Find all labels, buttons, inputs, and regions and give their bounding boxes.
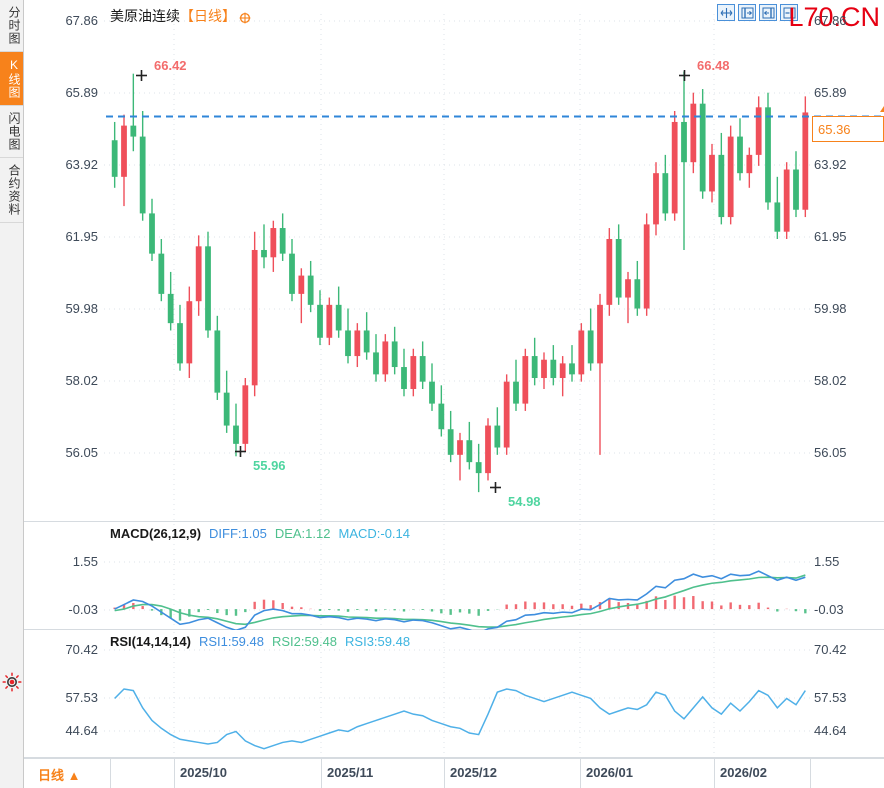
macd-plot (104, 524, 814, 630)
date-axis: 日线 ▲ 2025/10 2025/11 2025/12 2026/01 2026/02 (24, 758, 884, 788)
rsi-legend[interactable]: RSI(14,14,14) RSI1:59.48 RSI2:59.48 RSI3:59… (110, 634, 410, 649)
current-price-value: 65.36 (818, 121, 851, 137)
axis-tick-label: 1.55 (814, 554, 840, 569)
sidebar-tab-contract-info[interactable]: 合约资料 (0, 158, 23, 223)
rsi2-value: RSI2:59.48 (271, 634, 338, 649)
low-annotation: 55.96 (253, 458, 286, 473)
chart-symbol: 美原油连续 (110, 8, 180, 24)
axis-tick-label: -0.03 (68, 602, 98, 617)
sidebar-tab-kline[interactable]: K线图 (0, 52, 23, 106)
date-tick-label: 2025/10 (180, 765, 227, 780)
axis-tick-label: 1.55 (72, 554, 98, 569)
date-tick-label: 2026/01 (586, 765, 633, 780)
price-panel[interactable]: 美原油连续【日线】 (24, 0, 884, 522)
axis-tick-label: 59.98 (65, 301, 98, 316)
crosshair-target-icon[interactable] (239, 9, 251, 24)
axis-tick-label: 70.42 (814, 642, 847, 657)
axis-tick-label: 44.64 (814, 723, 847, 738)
date-axis-divider (174, 759, 175, 788)
tool-align-right[interactable] (759, 4, 777, 21)
axis-tick-label: 57.53 (65, 690, 98, 705)
sidebar-tab-lightning[interactable]: 闪电图 (0, 106, 23, 158)
crosshair-target-icon[interactable] (239, 12, 251, 24)
axis-tick-label: 61.95 (65, 229, 98, 244)
low-annotation: 54.98 (508, 494, 541, 509)
date-axis-divider (580, 759, 581, 788)
axis-tick-label: 63.92 (814, 157, 847, 172)
rsi-plot (104, 632, 814, 756)
left-sidebar: 分时图 K线图 闪电图 合约资料 (0, 0, 24, 788)
sidebar-tab-contract-info-label: 合约资料 (7, 164, 21, 216)
current-price-tag[interactable]: 65.36 (812, 116, 884, 142)
rsi-name: RSI(14,14,14) (110, 634, 191, 649)
price-plot (104, 14, 884, 520)
axis-tick-label: 56.05 (65, 445, 98, 460)
axis-tick-label: 65.89 (65, 85, 98, 100)
rsi1-value: RSI1:59.48 (198, 634, 264, 649)
tool-crosshair-move[interactable] (717, 4, 735, 21)
axis-tick-label: 56.05 (814, 445, 847, 460)
brightness-toggle[interactable] (0, 668, 23, 788)
date-tick-label: 2026/02 (720, 765, 767, 780)
period-badge[interactable]: 日线 ▲ (38, 768, 81, 783)
macd-dea-value: DEA:1.12 (274, 526, 331, 541)
date-axis-divider (810, 759, 811, 788)
tool-align-left[interactable] (738, 4, 756, 21)
high-annotation: 66.48 (697, 58, 730, 73)
axis-tick-label: 58.02 (814, 373, 847, 388)
axis-tick-label: -0.03 (814, 602, 844, 617)
sidebar-tab-timeshare[interactable]: 分时图 (0, 0, 23, 52)
date-tick-label: 2025/11 (327, 765, 374, 780)
date-tick-label: 2025/12 (450, 765, 497, 780)
axis-tick-label: 44.64 (65, 723, 98, 738)
sidebar-spacer (0, 223, 23, 668)
macd-panel[interactable]: MACD(26,12,9) DIFF:1.05 DEA:1.12 MACD:-0.14… (24, 522, 884, 630)
chart-title: 美原油连续【日线】 (110, 6, 251, 26)
axis-tick-label: 59.98 (814, 301, 847, 316)
chart-period: 【日线】 (180, 8, 236, 24)
date-axis-inner: 日线 ▲ 2025/10 2025/11 2025/12 2026/01 2026/02 (24, 759, 884, 788)
macd-diff-value: DIFF:1.05 (209, 526, 267, 541)
sun-icon[interactable] (1, 672, 22, 692)
axis-tick-label: 58.02 (65, 373, 98, 388)
chart-toolbar[interactable] (717, 4, 798, 21)
axis-tick-label: 57.53 (814, 690, 847, 705)
macd-legend[interactable]: MACD(26,12,9) DIFF:1.05 DEA:1.12 MACD:-0.14 (110, 526, 410, 541)
axis-tick-label: 63.92 (65, 157, 98, 172)
sidebar-tab-timeshare-label: 分时图 (7, 6, 21, 45)
date-axis-divider (444, 759, 445, 788)
date-axis-divider (321, 759, 322, 788)
axis-tick-label: 61.95 (814, 229, 847, 244)
axis-tick-label: 65.89 (814, 85, 847, 100)
macd-macd-value: MACD:-0.14 (338, 526, 411, 541)
chart-area: 美原油连续【日线】 (24, 0, 884, 788)
axis-tick-label: 67.86 (65, 13, 98, 28)
tool-expand-right[interactable] (780, 4, 798, 21)
date-axis-divider (714, 759, 715, 788)
axis-tick-label: 70.42 (65, 642, 98, 657)
macd-name: MACD(26,12,9) (110, 526, 202, 541)
date-axis-divider (110, 759, 111, 788)
rsi3-value: RSI3:59.48 (345, 634, 411, 649)
rsi-panel[interactable]: RSI(14,14,14) RSI1:59.48 RSI2:59.48 RSI3:59… (24, 630, 884, 758)
sidebar-tab-lightning-label: 闪电图 (7, 112, 21, 151)
axis-tick-label: 67.86 (814, 13, 847, 28)
high-annotation: 66.42 (154, 58, 187, 73)
sidebar-tab-kline-label: K线图 (7, 58, 21, 99)
